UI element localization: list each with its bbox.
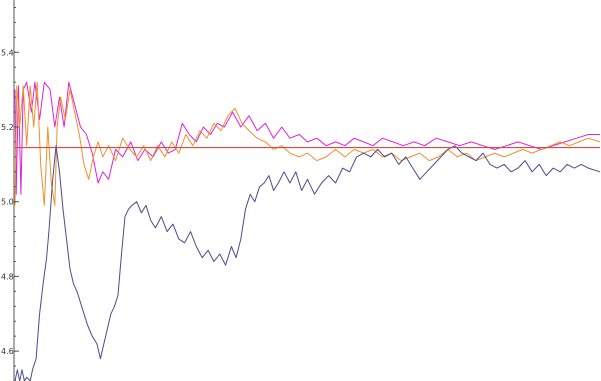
series-line-1 <box>14 81 600 195</box>
y-tick-label: 5.0 <box>1 198 14 207</box>
y-tick-label: 4.8 <box>1 272 14 281</box>
series-line-2 <box>14 81 601 206</box>
y-ticks: 4.6 4.8 5.0 5.2 5.4 <box>1 6 19 381</box>
y-tick-label: 4.6 <box>1 347 14 356</box>
y-tick-label: 5.4 <box>1 48 14 57</box>
series-line-3 <box>14 145 601 381</box>
series-layer <box>14 81 601 381</box>
y-tick-label: 5.2 <box>1 123 14 132</box>
